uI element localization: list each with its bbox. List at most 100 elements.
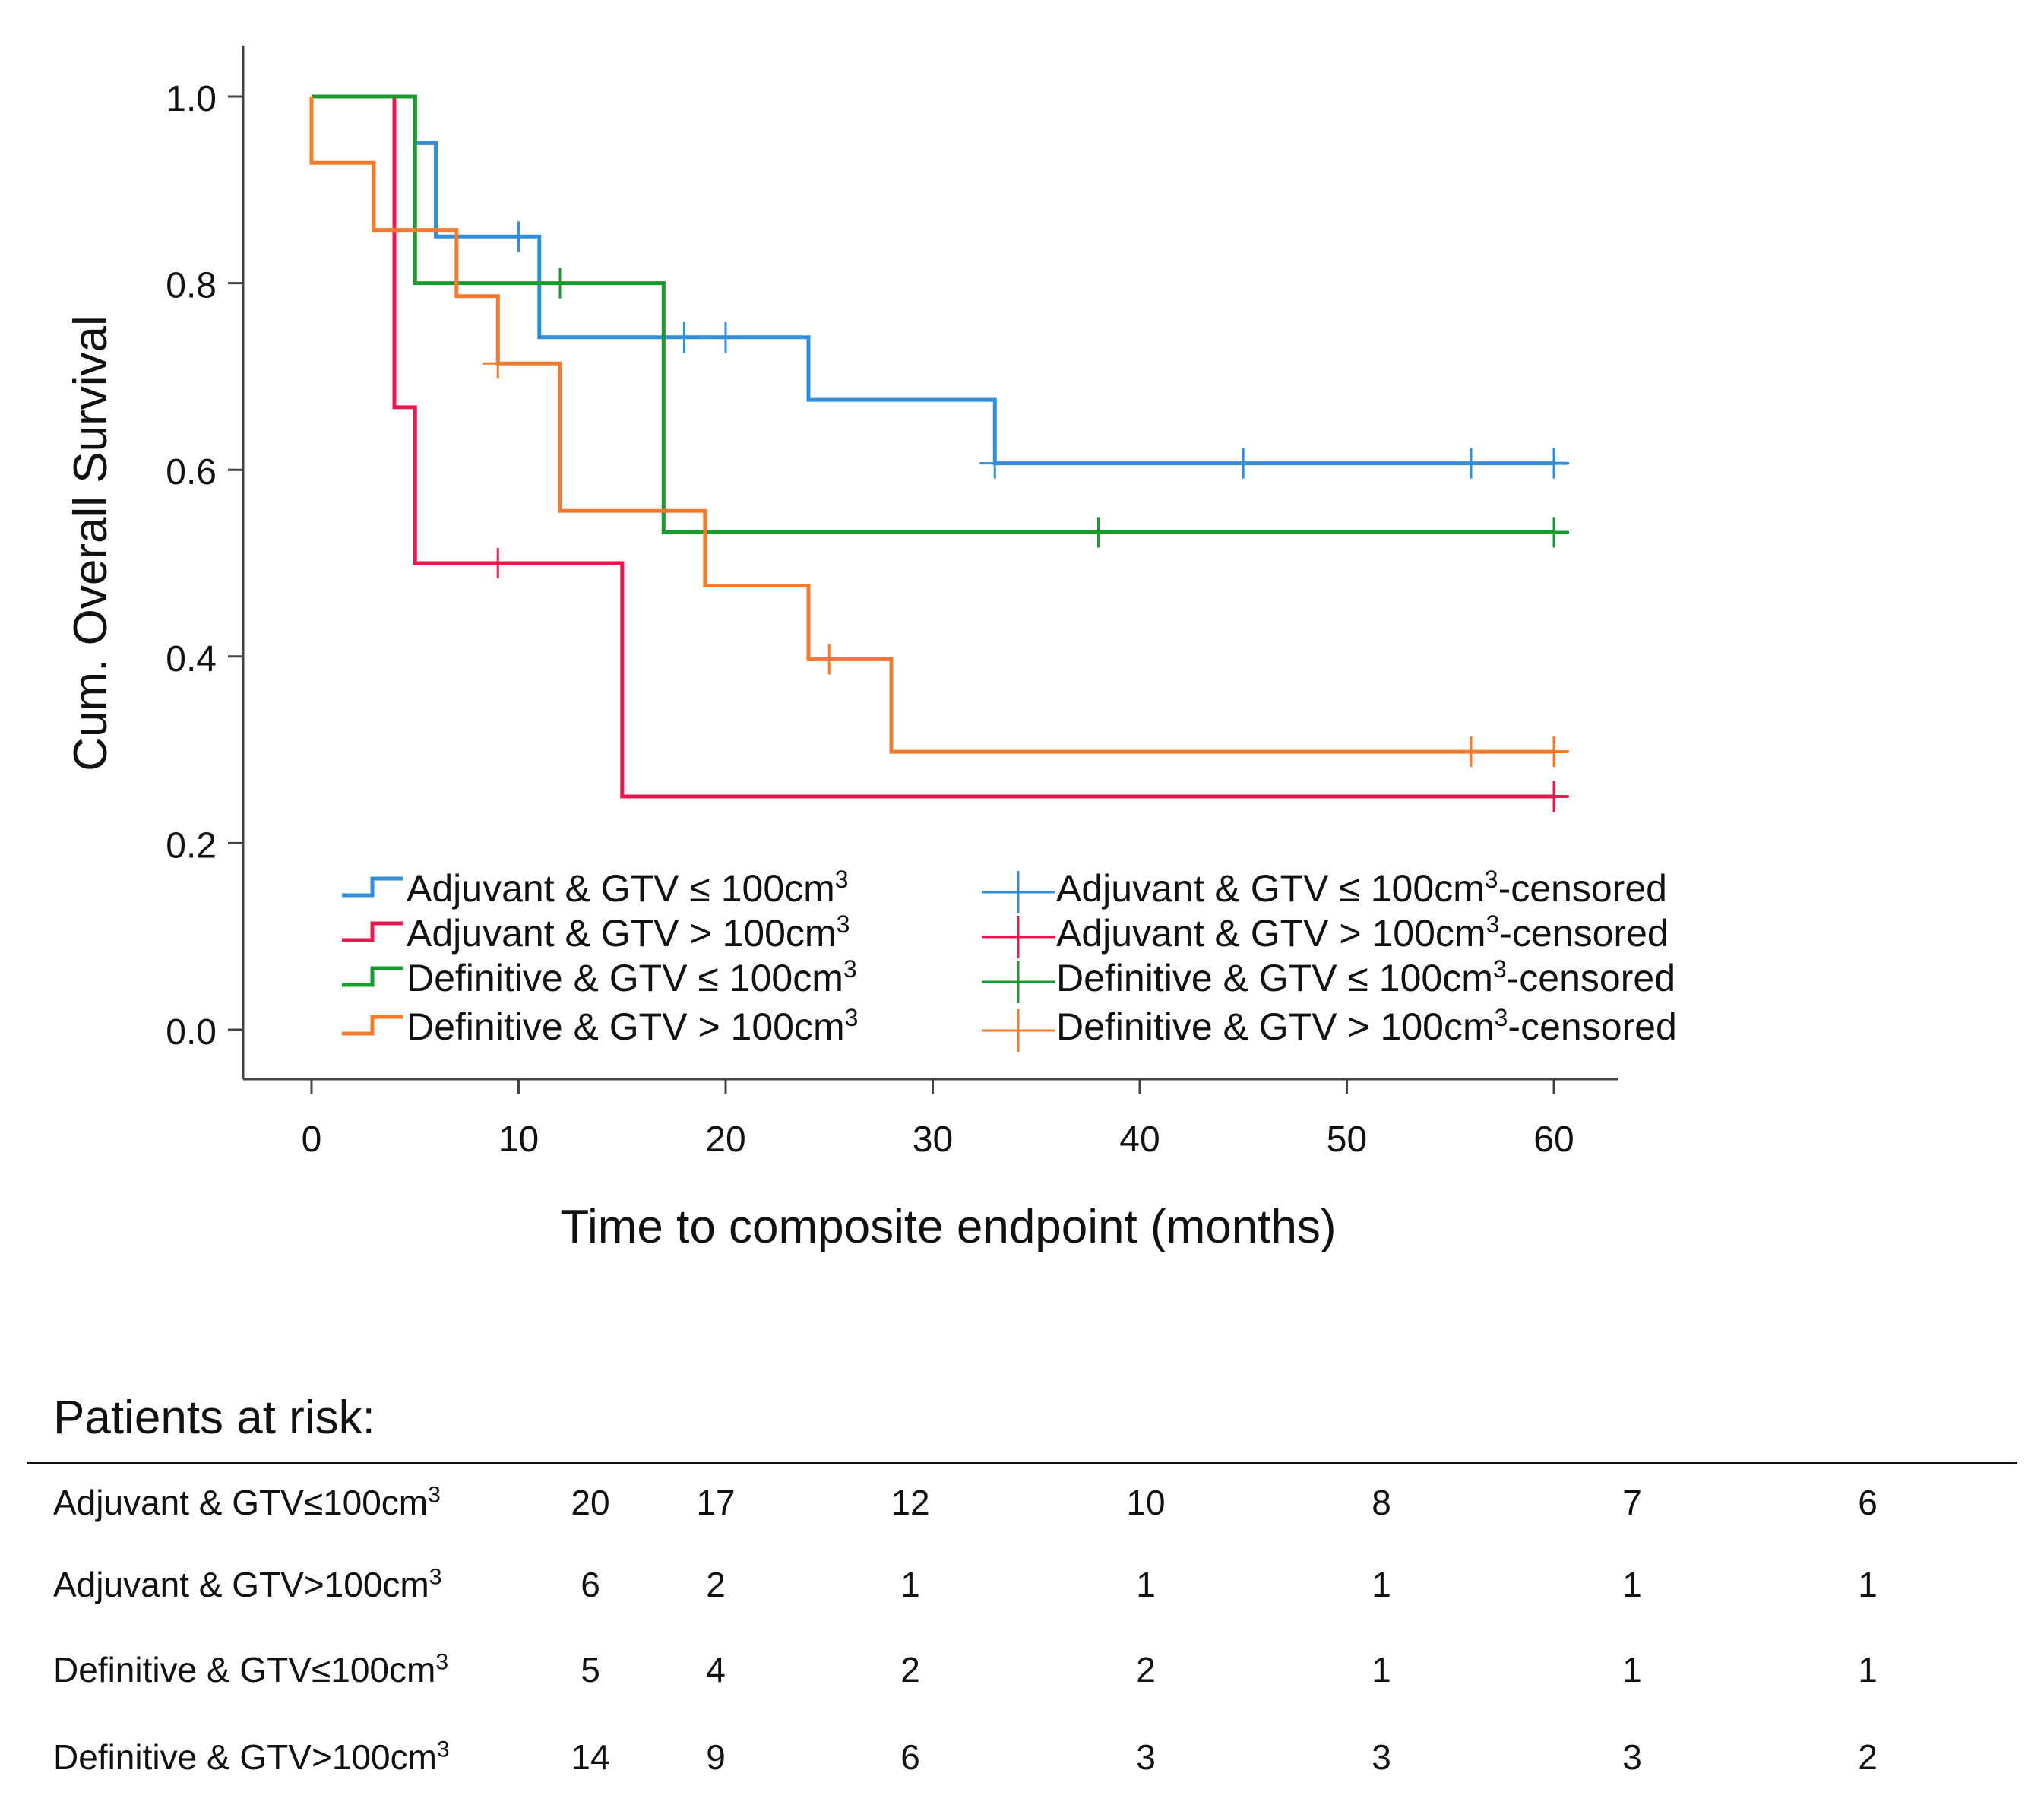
x-tick-label: 40 [1119, 1119, 1160, 1160]
x-tick-label: 20 [705, 1119, 745, 1160]
x-tick-label: 10 [498, 1119, 539, 1160]
legend-superscript: 3 [845, 1004, 859, 1031]
censor-mark [979, 448, 1011, 479]
series-line [312, 94, 1554, 466]
risk-cell: 2 [1858, 1737, 1878, 1777]
y-tick-label: 0.8 [166, 266, 217, 306]
y-tick-label: 0.0 [166, 1012, 217, 1053]
legend-censor-swatch [982, 916, 1055, 958]
legend-censored-label: Definitive & GTV ≤ 100cm3-censored [1056, 955, 1675, 999]
y-tick-label: 0.6 [166, 452, 217, 492]
legend-censor-swatch [982, 961, 1055, 1003]
censor-mark [483, 348, 514, 379]
survival-chart: 0.0 0.2 0.4 0.6 0.8 1.0 0 10 20 30 40 50 60 Cum. Ov… [65, 46, 1677, 1253]
risk-cell: 5 [581, 1650, 600, 1689]
legend-label: Definitive & GTV ≤ 100cm3 [407, 955, 857, 999]
legend-superscript: 3 [1485, 866, 1498, 893]
risk-cell: 17 [696, 1483, 736, 1522]
legend-line-swatch [342, 921, 403, 942]
risk-cell: 6 [581, 1565, 600, 1604]
x-tick-label: 60 [1533, 1119, 1574, 1160]
risk-row-label-superscript: 3 [429, 1564, 442, 1590]
risk-cell: 1 [1372, 1650, 1391, 1689]
legend-censored-label: Definitive & GTV > 100cm3-censored [1056, 1004, 1677, 1048]
legend-superscript: 3 [1493, 955, 1507, 983]
legend-censored-suffix: -censored [1499, 912, 1668, 955]
legend-superscript: 3 [837, 910, 850, 938]
risk-table-row: Adjuvant & GTV≤100cm3 20 17 12 10 8 7 6 [0, 1482, 2044, 1543]
censor-mark [545, 268, 575, 299]
risk-cell: 1 [1858, 1565, 1878, 1604]
risk-cell: 10 [1126, 1483, 1166, 1522]
legend-censor-swatch [982, 871, 1055, 913]
y-axis-label: Cum. Overall Survival [65, 315, 117, 771]
risk-cell: 4 [706, 1650, 726, 1689]
censor-mark [503, 221, 534, 252]
risk-cell: 1 [1372, 1565, 1391, 1604]
series-3 [312, 94, 1569, 548]
risk-cell: 12 [891, 1483, 930, 1522]
risk-cell: 14 [571, 1737, 610, 1777]
risk-row-label-superscript: 3 [436, 1737, 450, 1762]
risk-cell: 6 [900, 1737, 920, 1777]
risk-row-label-text: Definitive & GTV>100cm [53, 1737, 437, 1777]
legend: Adjuvant & GTV ≤ 100cm3 Adjuvant & GTV ≤ … [342, 866, 1677, 1052]
x-tick-label: 30 [913, 1119, 953, 1160]
censor-mark [1083, 517, 1114, 548]
x-ticks: 0 10 20 30 40 50 60 [302, 1079, 1574, 1160]
y-tick-label: 1.0 [166, 79, 217, 119]
risk-cell: 1 [900, 1565, 920, 1604]
x-tick-label: 0 [302, 1119, 322, 1160]
risk-cell: 20 [571, 1483, 610, 1522]
risk-cell: 9 [706, 1737, 726, 1777]
censor-mark [1456, 448, 1486, 479]
series-4 [309, 97, 1569, 768]
axes [242, 46, 1618, 1081]
legend-censor-swatch [982, 1009, 1055, 1052]
legend-censored-label: Adjuvant & GTV > 100cm3-censored [1056, 910, 1669, 955]
risk-row-label-text: Definitive & GTV≤100cm [53, 1650, 436, 1689]
risk-table-row: Adjuvant & GTV>100cm3 6 2 1 1 1 1 1 [0, 1564, 2044, 1625]
risk-table-title: Patients at risk: [53, 1392, 375, 1444]
risk-row-label: Definitive & GTV≤100cm3 [53, 1649, 448, 1690]
y-tick-label: 0.4 [166, 639, 217, 679]
risk-row-label-superscript: 3 [428, 1482, 441, 1508]
risk-row-label: Adjuvant & GTV≤100cm3 [53, 1482, 441, 1523]
legend-censored-suffix: -censored [1507, 957, 1675, 999]
risk-cell: 8 [1372, 1483, 1391, 1522]
censor-mark [669, 321, 700, 353]
legend-superscript: 3 [843, 955, 857, 983]
risk-cell: 1 [1136, 1565, 1156, 1604]
risk-cell: 3 [1372, 1737, 1391, 1777]
risk-row-label-text: Adjuvant & GTV>100cm [53, 1565, 429, 1604]
y-ticks: 0.0 0.2 0.4 0.6 0.8 1.0 [166, 79, 243, 1053]
legend-superscript: 3 [1495, 1004, 1508, 1031]
risk-cell: 1 [1622, 1565, 1642, 1604]
legend-censored-label: Adjuvant & GTV ≤ 100cm3-censored [1056, 866, 1667, 910]
legend-superscript: 3 [1486, 910, 1500, 938]
legend-censored-suffix: -censored [1498, 867, 1667, 910]
censor-mark [814, 644, 845, 675]
risk-cell: 2 [706, 1565, 726, 1604]
risk-cell: 3 [1136, 1737, 1156, 1777]
risk-table-row: Definitive & GTV>100cm3 14 9 6 3 3 3 2 [0, 1737, 2044, 1797]
censor-mark [1456, 736, 1486, 768]
legend-line-swatch [342, 966, 403, 987]
legend-censored-suffix: -censored [1508, 1005, 1676, 1048]
legend-label: Definitive & GTV > 100cm3 [407, 1004, 858, 1048]
y-tick-label: 0.2 [166, 825, 217, 866]
risk-table-row: Definitive & GTV≤100cm3 5 4 2 2 1 1 1 [0, 1649, 2044, 1710]
censor-mark [1228, 448, 1259, 479]
risk-cell: 1 [1622, 1650, 1642, 1689]
series-line [309, 97, 1554, 754]
series-1 [312, 94, 1569, 479]
risk-cell: 2 [1136, 1650, 1156, 1689]
risk-cell: 7 [1622, 1483, 1642, 1522]
legend-superscript: 3 [835, 866, 849, 893]
series-line [312, 94, 1554, 799]
x-tick-label: 50 [1327, 1119, 1367, 1160]
x-axis-label: Time to composite endpoint (months) [560, 1201, 1336, 1253]
risk-cell: 3 [1622, 1737, 1642, 1777]
legend-label: Adjuvant & GTV > 100cm3 [407, 910, 850, 955]
series-line [312, 94, 1554, 534]
